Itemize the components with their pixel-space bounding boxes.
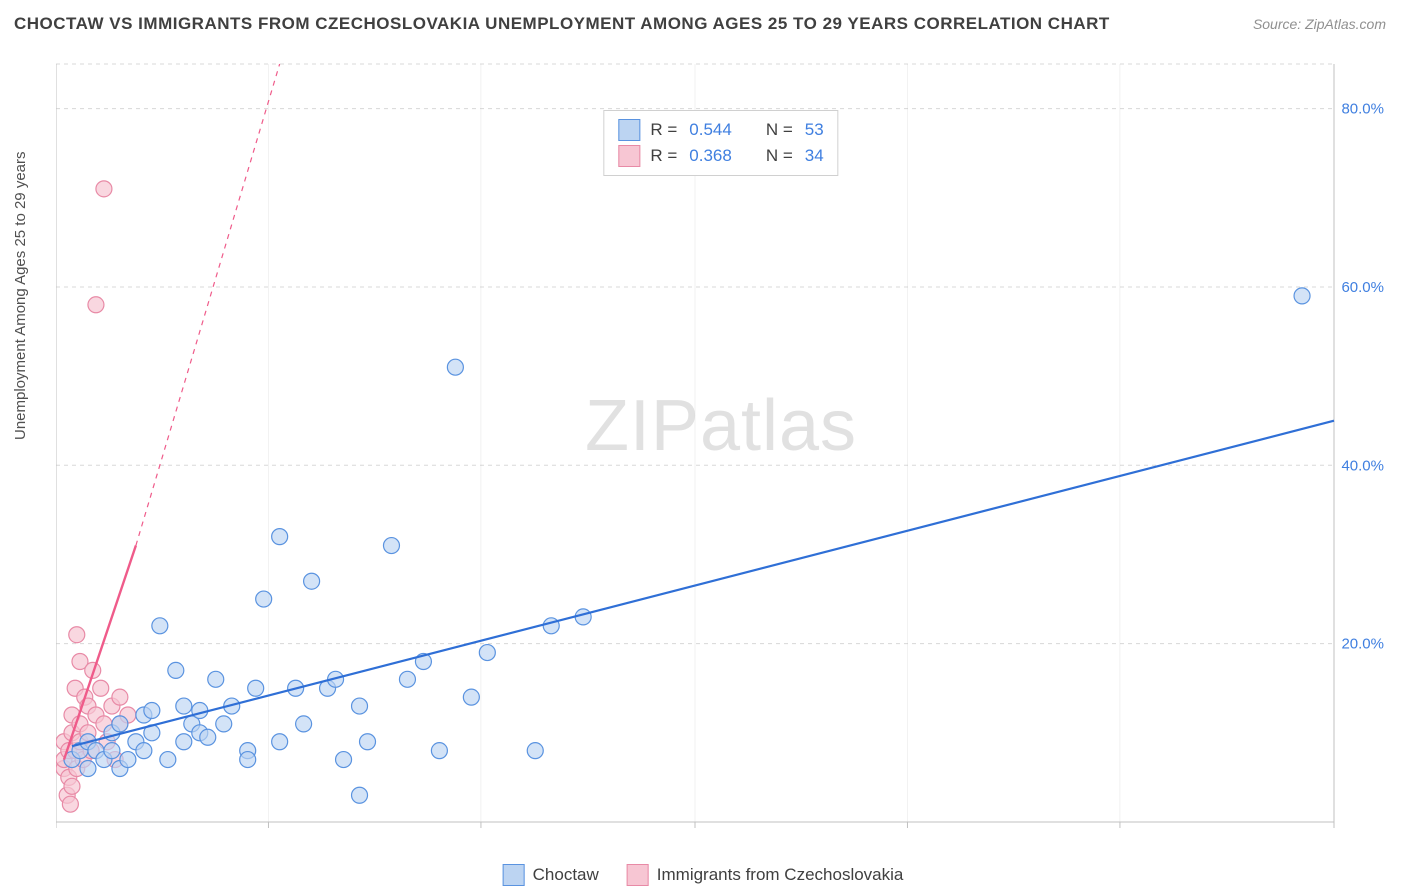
source-label: Source: xyxy=(1253,16,1301,32)
source-attribution: Source: ZipAtlas.com xyxy=(1253,16,1386,32)
series-legend-item: Choctaw xyxy=(503,864,599,886)
source-value: ZipAtlas.com xyxy=(1305,16,1386,32)
svg-text:80.0%: 80.0% xyxy=(1341,101,1384,118)
svg-text:0.0%: 0.0% xyxy=(56,831,88,832)
chart-area: 20.0%40.0%60.0%80.0%0.0%80.0% ZIPatlas R… xyxy=(56,52,1386,832)
series-legend-label: Immigrants from Czechoslovakia xyxy=(657,865,904,885)
correlation-legend-row: R = 0.368 N = 34 xyxy=(618,143,823,169)
correlation-legend-row: R = 0.544 N = 53 xyxy=(618,117,823,143)
chart-title: CHOCTAW VS IMMIGRANTS FROM CZECHOSLOVAKI… xyxy=(14,14,1110,34)
legend-n-value: 53 xyxy=(805,120,824,140)
y-axis-label: Unemployment Among Ages 25 to 29 years xyxy=(12,151,29,440)
legend-swatch xyxy=(627,864,649,886)
legend-r-label: R = xyxy=(650,120,677,140)
svg-text:60.0%: 60.0% xyxy=(1341,279,1384,296)
legend-swatch xyxy=(618,145,640,167)
legend-r-value: 0.544 xyxy=(689,120,732,140)
legend-r-label: R = xyxy=(650,146,677,166)
legend-swatch xyxy=(503,864,525,886)
legend-r-value: 0.368 xyxy=(689,146,732,166)
series-legend-item: Immigrants from Czechoslovakia xyxy=(627,864,904,886)
svg-text:40.0%: 40.0% xyxy=(1341,457,1384,474)
series-legend-label: Choctaw xyxy=(533,865,599,885)
svg-text:20.0%: 20.0% xyxy=(1341,636,1384,653)
svg-text:80.0%: 80.0% xyxy=(1339,831,1382,832)
legend-n-label: N = xyxy=(766,146,793,166)
legend-n-label: N = xyxy=(766,120,793,140)
legend-swatch xyxy=(618,119,640,141)
legend-n-value: 34 xyxy=(805,146,824,166)
correlation-legend: R = 0.544 N = 53 R = 0.368 N = 34 xyxy=(603,110,838,176)
series-legend: Choctaw Immigrants from Czechoslovakia xyxy=(503,864,904,886)
